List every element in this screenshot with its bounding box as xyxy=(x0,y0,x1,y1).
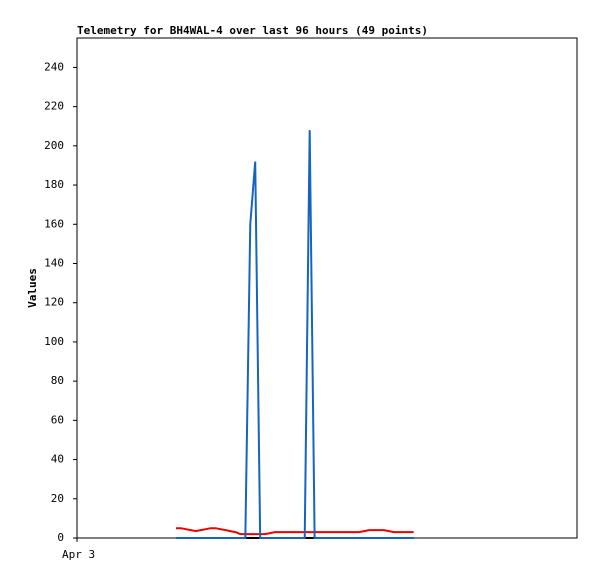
y-tick-label: 20 xyxy=(51,492,64,505)
y-tick-label: 240 xyxy=(44,60,64,73)
y-axis-label: Values xyxy=(26,268,39,308)
y-tick-label: 120 xyxy=(44,296,64,309)
y-tick-label: 80 xyxy=(51,374,64,387)
y-tick-label: 40 xyxy=(51,453,64,466)
y-tick-label: 220 xyxy=(44,100,64,113)
series-line xyxy=(176,130,414,539)
series-line xyxy=(176,527,414,536)
plot-frame xyxy=(76,37,578,539)
y-tick-label: 140 xyxy=(44,256,64,269)
y-tick-label: 0 xyxy=(57,531,64,544)
y-tick-label: 200 xyxy=(44,139,64,152)
chart-title: Telemetry for BH4WAL-4 over last 96 hour… xyxy=(77,24,428,37)
y-tick-label: 100 xyxy=(44,335,64,348)
y-tick-label: 60 xyxy=(51,413,64,426)
y-tick-label: 160 xyxy=(44,217,64,230)
x-tick-label: Apr 3 xyxy=(62,548,95,561)
y-tick-label: 180 xyxy=(44,178,64,191)
